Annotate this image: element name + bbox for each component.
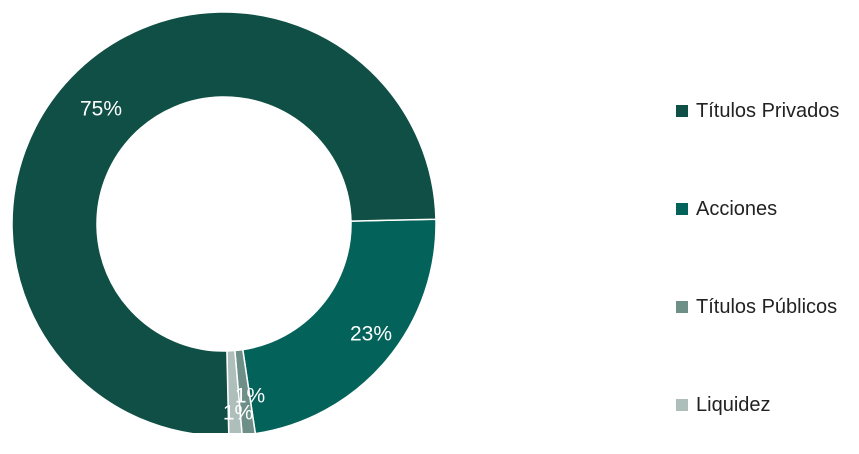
legend-item-titulos-publicos: Títulos Públicos [676, 258, 859, 356]
legend-swatch-liquidez [676, 399, 688, 411]
data-label-titulos-publicos: 1% [235, 385, 265, 408]
legend-swatch-titulos-publicos [676, 301, 688, 313]
legend-label-titulos-publicos: Títulos Públicos [696, 295, 838, 318]
donut-chart: 23% 1%1% 75% [11, 11, 437, 433]
legend-label-acciones: Acciones [696, 197, 778, 220]
slice-titulos-privados [11, 11, 437, 433]
legend-item-liquidez: Liquidez [676, 356, 859, 454]
slice-acciones [241, 218, 437, 433]
legend-swatch-acciones [676, 203, 688, 215]
legend-label-liquidez: Liquidez [696, 393, 771, 416]
legend-item-acciones: Acciones [676, 160, 859, 258]
legend-swatch-titulos-privados [676, 105, 688, 117]
legend-label-titulos-privados: Títulos Privados [696, 99, 840, 122]
data-label-titulos-privados: 75% [80, 98, 122, 121]
data-label-acciones: 23% [350, 323, 392, 346]
data-label-liquidez: 1% [223, 402, 253, 425]
legend-item-titulos-privados: Títulos Privados [676, 62, 859, 160]
legend: Títulos Privados Acciones Títulos Públic… [676, 62, 859, 454]
